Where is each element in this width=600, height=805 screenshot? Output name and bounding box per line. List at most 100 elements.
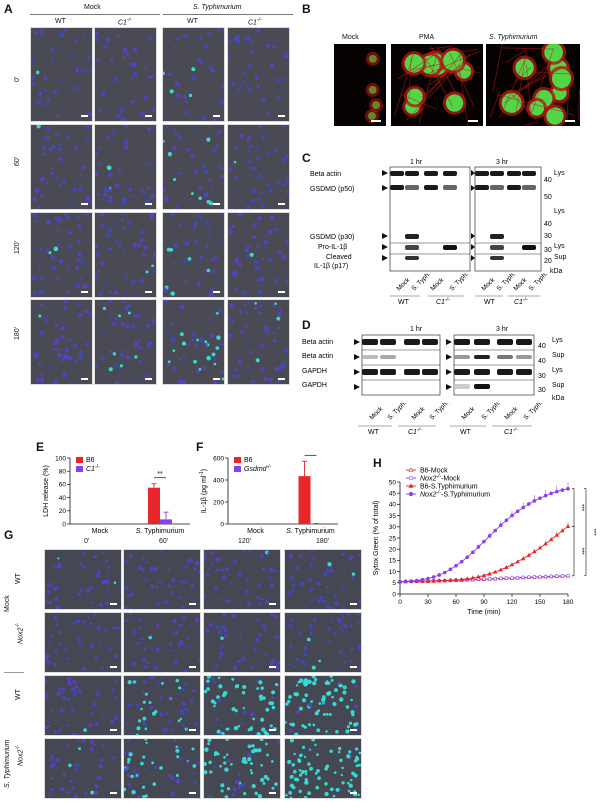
panel-d-mw-40b: 40 [538,358,546,365]
data-point [482,577,486,581]
panel-b-typhimurium-micrograph [486,44,580,126]
scale-bar [189,792,196,794]
legend-label: Gsdmd-/- [244,464,272,473]
scale-bar [110,792,117,794]
legend-label: B6-Mock [420,467,448,474]
panel-a-genotype-4: C1-/- [248,17,262,27]
panel-d-row-beta-actin-lys: Beta actin [302,339,333,346]
y-tick-label: 45 [389,491,397,498]
blot-band [390,185,404,190]
blot-band [490,256,504,260]
panel-a-tile-r4-c1 [30,299,93,385]
blot-band [516,369,532,375]
scale-bar [350,603,357,605]
blot-arrow-icon [382,185,388,191]
panel-d-lane-label: Mock [368,405,384,421]
panel-g-tile-r3-c3 [203,675,281,736]
panel-d-lane-label: S. Typh. [480,400,502,422]
data-point [437,573,441,577]
y-tick-label: 100 [55,455,66,462]
panel-c-time-1hr: 1 hr [410,159,423,166]
data-point [515,509,520,514]
x-category-label: S. Typhimurium [286,528,335,535]
data-point [459,559,464,564]
panel-g-tile-r3-c1 [44,675,122,736]
scale-bar [269,792,276,794]
panel-a-tile-r2-c4 [227,124,290,210]
blot-band [443,171,457,176]
bar [148,487,160,524]
data-point [549,574,553,579]
panel-a-tile-r1-c4 [227,27,290,122]
blot-arrow-icon [354,384,360,390]
y-tick-label: 200 [213,499,224,506]
scale-bar [110,666,117,668]
legend-label: Nox2-/--S.Typhimurium [420,489,490,498]
scale-bar [110,729,117,731]
scale-bar [189,729,196,731]
panel-c-frac-lys-2: Lys [554,208,565,215]
scale-bar [269,666,276,668]
panel-c-mw-50: 50 [544,194,552,201]
panel-g-tile-r2-c3 [203,612,281,673]
panel-c-row-gsdmd-p50: GSDMD (p50) [310,186,354,193]
x-category-label: Mock [247,528,264,535]
panel-c-mw-30a: 30 [544,233,552,240]
panel-c-mw-40b: 40 [544,221,552,228]
panel-a-tile-r3-c3 [162,212,225,298]
panel-h-label: H [373,456,382,470]
data-point [493,528,497,533]
blot-arrow-icon [471,233,475,239]
panel-c-geno-c1-1: C1-/- [436,297,450,305]
panel-c-label: C [302,151,311,165]
blot-band [454,369,470,375]
scale-bar [81,115,88,117]
panel-c-western-blot: 1 hr 3 hr Beta actin GSDMD (p50) GSDMD (… [310,159,567,305]
panel-b-mock-micrograph [334,44,386,126]
panel-a-tile-r1-c1 [30,27,93,122]
blot-band [507,185,521,190]
panel-c-row-cleaved: Cleaved [326,254,352,261]
panel-c-blot-3hr-frame [474,166,542,272]
scale-bar [213,203,220,205]
scale-bar [213,291,220,293]
y-tick-label: 30 [389,524,397,531]
panel-d-mw-40a: 40 [538,343,546,350]
blot-band [490,185,504,190]
data-point [454,563,458,568]
blot-band [475,171,489,176]
data-point [448,567,453,572]
x-tick-label: 120 [507,599,518,606]
scale-bar [81,378,88,380]
panel-a-tile-r3-c2 [94,212,157,298]
legend-label: B6 [244,457,253,464]
legend-marker [408,475,414,481]
blot-band [522,245,536,250]
panel-g-tile-r4-c2 [123,738,201,799]
data-point [560,528,565,533]
data-point [442,578,448,583]
data-point [487,534,492,538]
legend-label: B6 [86,457,95,464]
x-category-label: S. Typhimurium [136,528,185,535]
data-point [560,574,565,578]
blot-band [490,245,504,250]
data-point [504,518,509,523]
blot-band [424,185,438,190]
data-point [448,577,453,582]
panel-c-mw-40a: 40 [544,177,552,184]
blot-band [507,171,521,176]
blot-arrow-icon [354,339,360,345]
panel-g-tile-r3-c4 [284,675,362,736]
panel-e-ldh-chart: 0 20 40 60 80 100 LDH release (%) Mock S. Typhim… [43,455,190,535]
blot-band [454,355,470,359]
panel-c-geno-wt-1: WT [398,299,410,305]
y-tick-label: 5 [392,580,396,587]
panel-d-kda: kDa [552,395,565,402]
blot-band [404,339,420,345]
blot-band [516,339,532,345]
panel-a-genotype-2: C1-/- [118,17,132,27]
panel-g-tile-r4-c4 [284,738,362,799]
panel-c-row-pro-il1b: Pro-IL-1β [318,244,347,251]
blot-band [490,171,504,176]
